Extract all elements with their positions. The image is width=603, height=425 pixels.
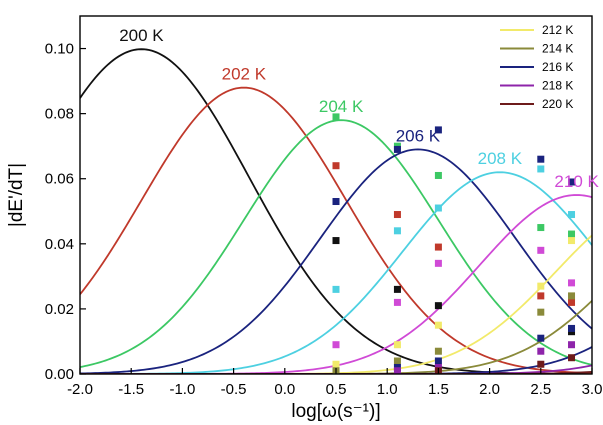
data-point xyxy=(537,347,545,355)
data-point xyxy=(568,279,576,287)
series-peak-label: 208 K xyxy=(478,149,523,168)
data-point xyxy=(434,357,442,365)
data-point xyxy=(537,308,545,316)
data-point xyxy=(332,285,340,293)
y-tick-label: 0.00 xyxy=(45,366,74,383)
data-point xyxy=(537,246,545,254)
y-tick-label: 0.04 xyxy=(45,236,74,253)
data-point xyxy=(568,292,576,300)
data-point xyxy=(332,113,340,121)
data-point xyxy=(537,334,545,342)
legend-label: 218 K xyxy=(542,79,573,93)
data-point xyxy=(434,204,442,212)
x-tick-label: -2.0 xyxy=(67,381,93,398)
data-point xyxy=(537,360,545,368)
data-point xyxy=(332,162,340,170)
y-tick-label: 0.08 xyxy=(45,106,74,123)
data-point xyxy=(434,126,442,134)
data-point xyxy=(393,367,401,374)
x-tick-label: 0.5 xyxy=(326,381,347,398)
data-point xyxy=(434,243,442,251)
data-point xyxy=(332,360,340,368)
data-point xyxy=(393,298,401,306)
x-tick-label: 2.0 xyxy=(479,381,500,398)
data-point xyxy=(537,155,545,163)
y-axis-label: |dE'/dT| xyxy=(6,163,27,227)
legend-label: 216 K xyxy=(542,60,573,74)
series-peak-label: 206 K xyxy=(396,126,441,145)
legend-label: 214 K xyxy=(542,42,573,56)
series-line xyxy=(80,86,592,374)
data-point xyxy=(434,302,442,310)
x-tick-label: -1.5 xyxy=(118,381,144,398)
legend-label: 220 K xyxy=(542,97,573,111)
series-peak-label: 210 K xyxy=(554,172,599,191)
y-tick-label: 0.10 xyxy=(45,41,74,58)
data-point xyxy=(434,171,442,179)
data-point xyxy=(568,298,576,306)
legend-label: 212 K xyxy=(542,23,573,37)
x-tick-label: -0.5 xyxy=(221,381,247,398)
data-point xyxy=(568,341,576,349)
data-point xyxy=(568,237,576,245)
data-point xyxy=(537,224,545,232)
series-peak-label: 202 K xyxy=(222,65,267,84)
data-point xyxy=(434,321,442,329)
plot-background xyxy=(80,16,592,374)
data-point xyxy=(393,357,401,365)
data-point xyxy=(434,347,442,355)
data-point xyxy=(537,282,545,290)
x-axis-label: log[ω(s⁻¹)] xyxy=(291,401,380,422)
x-tick-label: 3.0 xyxy=(582,381,603,398)
data-point xyxy=(332,198,340,206)
x-tick-label: 2.5 xyxy=(530,381,551,398)
data-point xyxy=(537,165,545,173)
data-point xyxy=(393,341,401,349)
data-point xyxy=(393,227,401,235)
data-point xyxy=(393,211,401,219)
x-tick-label: 1.0 xyxy=(377,381,398,398)
data-point xyxy=(393,285,401,293)
data-point xyxy=(568,324,576,332)
data-point xyxy=(568,178,576,186)
data-point xyxy=(568,211,576,219)
data-point xyxy=(537,292,545,300)
data-point xyxy=(393,145,401,153)
data-point xyxy=(332,237,340,245)
series-line xyxy=(80,148,592,374)
series-line xyxy=(80,119,592,368)
y-tick-label: 0.06 xyxy=(45,171,74,188)
data-point xyxy=(434,259,442,267)
x-tick-label: 1.5 xyxy=(428,381,449,398)
y-tick-label: 0.02 xyxy=(45,301,74,318)
x-tick-label: 0.0 xyxy=(274,381,295,398)
data-point xyxy=(332,341,340,349)
series-peak-label: 200 K xyxy=(119,26,164,45)
x-tick-label: -1.0 xyxy=(169,381,195,398)
series-peak-label: 204 K xyxy=(319,97,364,116)
data-point xyxy=(568,354,576,362)
data-point xyxy=(568,230,576,238)
